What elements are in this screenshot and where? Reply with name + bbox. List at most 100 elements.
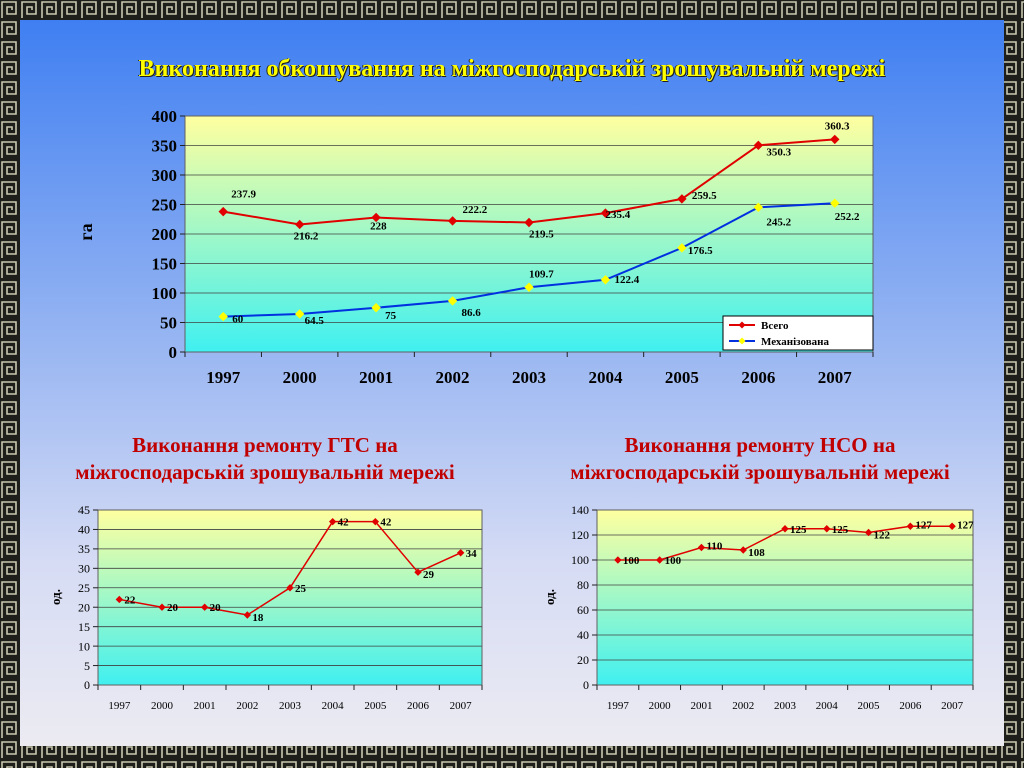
page-title: Виконання обкошування на міжгосподарські… bbox=[138, 56, 886, 82]
nso-chart-title: Виконання ремонту НСО на міжгосподарські… bbox=[525, 432, 995, 486]
mowing-series-1-point bbox=[753, 140, 764, 151]
gts-x-tick-label: 2000 bbox=[151, 700, 174, 712]
mowing-series-1-point bbox=[600, 208, 611, 218]
mowing-legend-marker bbox=[738, 321, 746, 329]
nso-y-tick-label: 40 bbox=[577, 628, 589, 642]
mowing-series-1-point bbox=[371, 212, 381, 223]
gts-series-1-point bbox=[158, 603, 166, 611]
mowing-y-tick-label: 150 bbox=[152, 254, 178, 273]
mowing-series-1-point bbox=[218, 206, 228, 217]
gts-series-1-data-label: 18 bbox=[252, 612, 263, 624]
gts-series-1-data-label: 20 bbox=[210, 602, 222, 614]
mowing-x-tick-label: 1997 bbox=[206, 368, 241, 387]
nso-series-1-point bbox=[948, 522, 956, 530]
nso-y-tick-label: 20 bbox=[577, 653, 589, 667]
gts-title-line-1: Виконання ремонту ГТС на bbox=[132, 433, 398, 457]
gts-x-tick-label: 2001 bbox=[194, 700, 216, 712]
gts-x-tick-label: 2004 bbox=[322, 700, 345, 712]
mowing-series-1-data-label: 235.4 bbox=[605, 209, 630, 221]
nso-series-1-point bbox=[614, 556, 622, 564]
gts-series-1-point bbox=[456, 549, 465, 557]
mowing-series-1-data-label: 237.9 bbox=[231, 189, 256, 201]
mowing-series-2-point bbox=[600, 275, 611, 285]
gts-series-1-point bbox=[286, 584, 294, 592]
mowing-series-2-data-label: 122.4 bbox=[614, 274, 639, 286]
mowing-x-tick-label: 2001 bbox=[359, 368, 393, 387]
gts-x-tick-label: 2003 bbox=[279, 700, 302, 712]
gts-y-tick-label: 30 bbox=[78, 562, 90, 576]
mowing-series-1-point bbox=[677, 194, 687, 204]
nso-series-1-point bbox=[781, 525, 789, 533]
mowing-x-tick-label: 2002 bbox=[436, 368, 470, 387]
mowing-x-tick-label: 2000 bbox=[283, 368, 317, 387]
nso-y-tick-label: 60 bbox=[577, 603, 589, 617]
mowing-legend-marker bbox=[738, 337, 746, 345]
gts-x-tick-label: 2005 bbox=[364, 700, 387, 712]
nso-x-tick-label: 2006 bbox=[899, 700, 922, 712]
gts-y-tick-label: 0 bbox=[84, 678, 90, 692]
mowing-x-tick-label: 2005 bbox=[665, 368, 699, 387]
nso-y-tick-label: 0 bbox=[583, 678, 589, 692]
nso-y-tick-label: 140 bbox=[571, 503, 589, 517]
mowing-series-1-data-label: 216.2 bbox=[294, 230, 319, 242]
nso-series-1-data-label: 125 bbox=[790, 524, 807, 536]
gts-series-1-point bbox=[328, 517, 337, 526]
mowing-series-2-point bbox=[677, 243, 687, 253]
gts-x-tick-label: 2006 bbox=[407, 700, 430, 712]
nso-x-tick-label: 2005 bbox=[858, 700, 881, 712]
gts-series-1-data-label: 29 bbox=[423, 569, 435, 581]
mowing-x-tick-label: 2003 bbox=[512, 368, 546, 387]
gts-series-1-point bbox=[200, 603, 209, 611]
mowing-series-1-point bbox=[830, 134, 840, 145]
mowing-series-2-point bbox=[371, 303, 381, 313]
nso-x-tick-label: 2007 bbox=[941, 700, 964, 712]
nso-series-1-data-label: 100 bbox=[665, 555, 682, 567]
mowing-series-1-point bbox=[294, 219, 305, 230]
mowing-y-tick-label: 350 bbox=[152, 136, 178, 155]
mowing-series-2-point bbox=[524, 282, 534, 292]
mowing-series-1-point bbox=[447, 216, 458, 226]
mowing-x-tick-label: 2004 bbox=[588, 368, 623, 387]
nso-series-1-point bbox=[864, 528, 873, 537]
mowing-y-tick-label: 400 bbox=[152, 107, 178, 126]
nso-y-tick-label: 100 bbox=[571, 553, 589, 567]
mowing-y-tick-label: 0 bbox=[169, 343, 178, 362]
gts-series-1-data-label: 42 bbox=[338, 517, 350, 529]
mowing-y-axis-label: га bbox=[76, 223, 96, 240]
nso-y-tick-label: 120 bbox=[571, 528, 589, 542]
nso-series-1-point bbox=[655, 556, 664, 564]
gts-y-tick-label: 5 bbox=[84, 659, 90, 673]
gts-y-tick-label: 25 bbox=[78, 581, 90, 595]
mowing-y-tick-label: 200 bbox=[152, 225, 178, 244]
gts-series-1-point bbox=[115, 595, 124, 604]
mowing-series-2-data-label: 176.5 bbox=[688, 245, 713, 257]
gts-series-1-data-label: 34 bbox=[466, 548, 478, 560]
nso-series-1-data-label: 108 bbox=[748, 547, 765, 559]
nso-x-tick-label: 2001 bbox=[690, 700, 712, 712]
gts-title-line-2: міжгосподарській зрошувальній мережі bbox=[75, 460, 455, 484]
gts-y-tick-label: 40 bbox=[78, 523, 90, 537]
chart-gts-repair: 0 5 10 15 20 25 30 35 40 45 1997 2000 2001 2002 2003 20… bbox=[48, 503, 483, 712]
nso-series-1-data-label: 110 bbox=[706, 541, 722, 553]
mowing-y-tick-label: 300 bbox=[152, 166, 178, 185]
mowing-series-1-data-label: 228 bbox=[370, 220, 387, 232]
nso-plot-area bbox=[596, 509, 974, 686]
gts-plot-area bbox=[97, 509, 483, 686]
nso-series-1-data-label: 100 bbox=[623, 555, 640, 567]
mowing-series-2-data-label: 245.2 bbox=[766, 216, 791, 228]
mowing-series-1-data-label: 222.2 bbox=[463, 204, 488, 216]
nso-x-tick-label: 2003 bbox=[774, 700, 797, 712]
nso-series-1-data-label: 127 bbox=[957, 519, 974, 531]
mowing-series-2-data-label: 109.7 bbox=[529, 268, 554, 280]
mowing-series-1-data-label: 350.3 bbox=[766, 146, 791, 158]
mowing-y-tick-label: 100 bbox=[152, 284, 178, 303]
mowing-legend bbox=[722, 315, 874, 351]
mowing-series-1-data-label: 360.3 bbox=[825, 120, 850, 132]
mowing-y-tick-label: 50 bbox=[160, 313, 177, 332]
mowing-series-2-point bbox=[830, 198, 840, 208]
mowing-series-2-point bbox=[447, 296, 458, 306]
gts-series-1-point bbox=[371, 517, 380, 526]
nso-y-tick-label: 80 bbox=[577, 578, 589, 592]
mowing-series-2-data-label: 252.2 bbox=[835, 211, 860, 223]
gts-series-1-data-label: 42 bbox=[380, 517, 392, 529]
